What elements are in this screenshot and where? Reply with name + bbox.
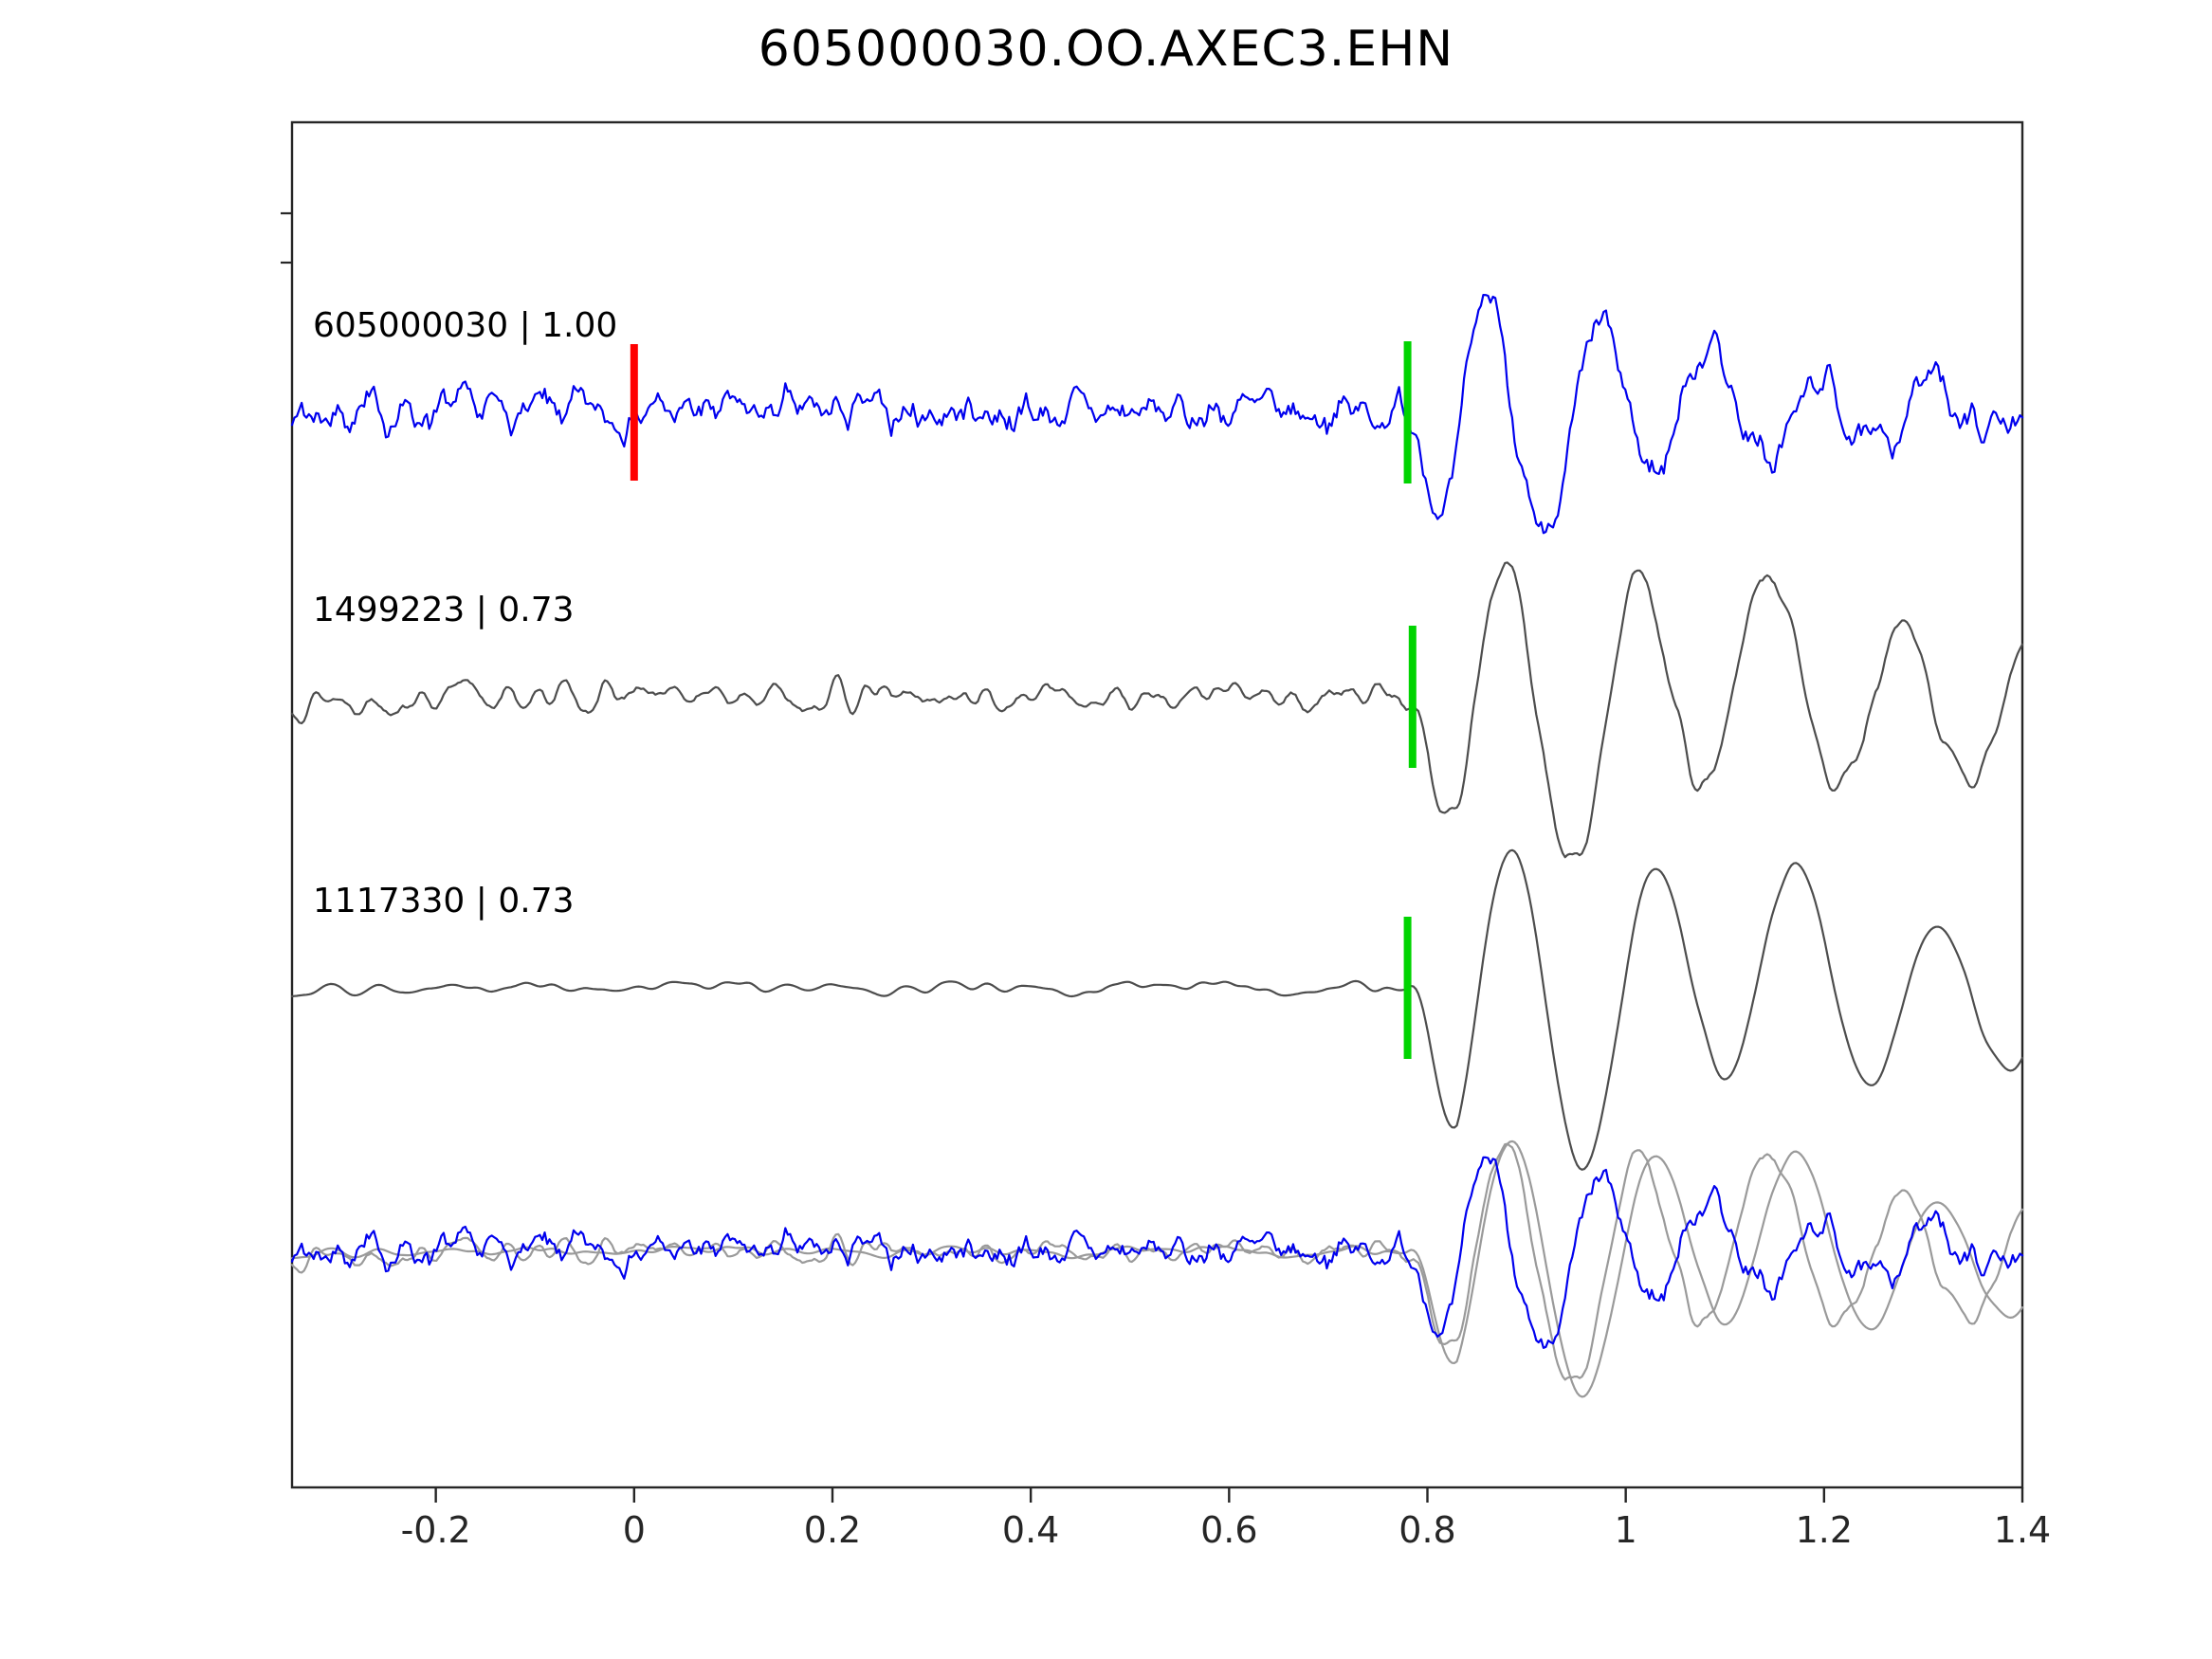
overlay-trace-path-2 [290, 1156, 2024, 1349]
x-tick-label: 0.2 [804, 1509, 861, 1551]
axes-box [290, 120, 2024, 1489]
x-tick-label: 0.6 [1200, 1509, 1257, 1551]
overlay-trace-path-0 [290, 1142, 2024, 1381]
figure-title: 605000030.OO.AXEC3.EHN [758, 21, 1454, 78]
overlay-trace-path-1 [290, 1139, 2024, 1398]
trace-path-2 [290, 848, 2024, 1171]
x-tick-label: 1.2 [1796, 1509, 1853, 1551]
trace-path-0 [290, 294, 2024, 535]
trace-label-0: 605000030 | 1.00 [313, 306, 617, 345]
x-tick-label: -0.2 [401, 1509, 471, 1551]
trace-label-1: 1499223 | 0.73 [313, 591, 575, 629]
x-tick-label: 0 [623, 1509, 646, 1551]
x-tick-label: 0.4 [1002, 1509, 1059, 1551]
x-tick-label: 1 [1615, 1509, 1637, 1551]
x-tick-label: 1.4 [1994, 1509, 2051, 1551]
trace-label-2: 1117330 | 0.73 [313, 882, 575, 921]
x-tick-label: 0.8 [1398, 1509, 1455, 1551]
trace-path-1 [290, 561, 2024, 859]
